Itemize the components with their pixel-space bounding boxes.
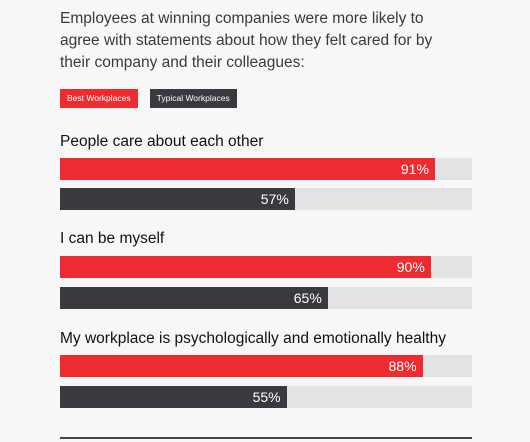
- intro-line-1: Employees at winning companies were more…: [60, 10, 424, 27]
- intro-line-2: agree with statements about how they fel…: [60, 32, 433, 49]
- group-title-myself: I can be myself: [60, 230, 165, 247]
- bar-care-best: 91%: [60, 158, 435, 180]
- bar-track-myself-typical: 65%: [60, 287, 472, 309]
- bar-track-healthy-typical: 55%: [60, 386, 472, 408]
- bar-track-care-typical: 57%: [60, 188, 472, 210]
- bar-track-care-best: 91%: [60, 158, 472, 180]
- bar-care-typical: 57%: [60, 188, 295, 210]
- intro-line-3: their company and their colleagues:: [60, 54, 305, 71]
- bottom-divider: [60, 437, 472, 439]
- legend-best-workplaces: Best Workplaces: [60, 89, 138, 108]
- group-title-healthy: My workplace is psychologically and emot…: [60, 330, 446, 347]
- bar-healthy-typical: 55%: [60, 386, 287, 408]
- value-label-care-best: 91%: [400, 161, 429, 177]
- bar-track-healthy-best: 88%: [60, 355, 472, 377]
- value-label-care-typical: 57%: [260, 191, 289, 207]
- bar-myself-typical: 65%: [60, 287, 328, 309]
- legend: Best Workplaces Typical Workplaces: [60, 89, 237, 108]
- value-label-healthy-best: 88%: [388, 358, 417, 374]
- value-label-healthy-typical: 55%: [252, 389, 281, 405]
- value-label-myself-best: 90%: [396, 259, 425, 275]
- value-label-myself-typical: 65%: [293, 290, 322, 306]
- legend-typical-workplaces: Typical Workplaces: [149, 89, 237, 108]
- bar-healthy-best: 88%: [60, 355, 423, 377]
- bar-track-myself-best: 90%: [60, 256, 472, 278]
- intro-text: Employees at winning companies were more…: [60, 8, 490, 74]
- bar-myself-best: 90%: [60, 256, 431, 278]
- group-title-care: People care about each other: [60, 133, 264, 150]
